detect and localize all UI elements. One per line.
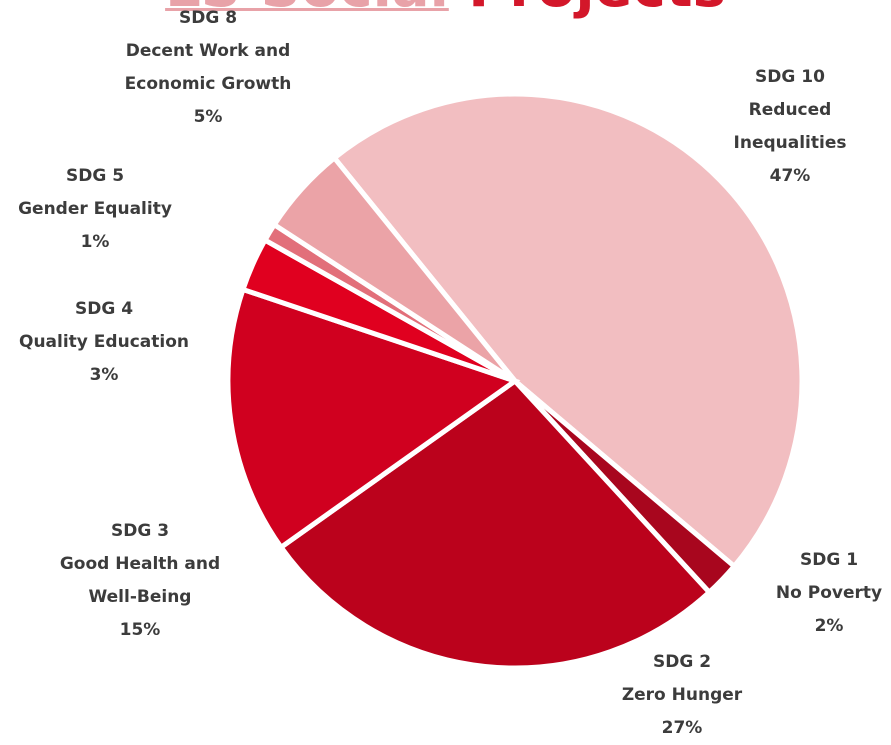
label-sdg5-percent: 1% [80,232,110,252]
label-sdg5-goal: SDG 5 [65,166,125,186]
label-sdg2-name: Zero Hunger [621,685,743,705]
label-sdg1-percent: 2% [814,616,844,636]
label-sdg5-name: Gender Equality [18,199,172,219]
label-sdg3-goal: SDG 3 [110,521,170,541]
label-sdg2-goal: SDG 2 [652,652,712,672]
label-sdg2: SDG 2 Zero Hunger 27% [612,646,752,745]
label-sdg3-name-line1: Good Health and [59,554,221,574]
label-sdg10-goal: SDG 10 [755,67,825,87]
label-sdg8-name-line2: Economic Growth [124,74,292,94]
label-sdg2-percent: 27% [661,718,703,738]
label-sdg10: SDG 10 Reduced Inequalities 47% [730,61,850,193]
pie-slice-sdg3 [225,286,521,551]
label-sdg3-percent: 15% [119,620,161,640]
label-sdg1: SDG 1 No Poverty 2% [768,544,890,643]
label-sdg3: SDG 3 Good Health and Well-Being 15% [44,515,236,647]
label-sdg3-name-line2: Well-Being [88,587,192,607]
chart-title-part2: Projects [468,0,726,20]
chart-title-part1: LS Social [165,0,449,20]
label-sdg4-goal: SDG 4 [74,299,134,319]
pie-slice-sdg8 [270,154,517,384]
label-sdg4-name: Quality Education [19,332,189,352]
label-sdg4-percent: 3% [89,365,119,385]
label-sdg8-percent: 5% [193,107,223,127]
pie-slice-sdg2 [277,377,713,671]
label-sdg1-goal: SDG 1 [799,550,859,570]
label-sdg4: SDG 4 Quality Education 3% [4,293,204,392]
label-sdg10-name-line2: Inequalities [733,133,847,153]
label-sdg10-name-line1: Reduced [748,100,832,120]
pie-slice-sdg10 [330,91,805,570]
label-sdg8-name-line1: Decent Work and [125,41,291,61]
label-sdg10-percent: 47% [769,166,811,186]
chart-title: LS Social Projects [0,0,891,16]
label-sdg5: SDG 5 Gender Equality 1% [0,160,190,259]
label-sdg8-goal: SDG 8 [178,8,238,28]
label-sdg8: SDG 8 Decent Work and Economic Growth 5% [108,2,308,134]
label-sdg1-name: No Poverty [775,583,883,603]
